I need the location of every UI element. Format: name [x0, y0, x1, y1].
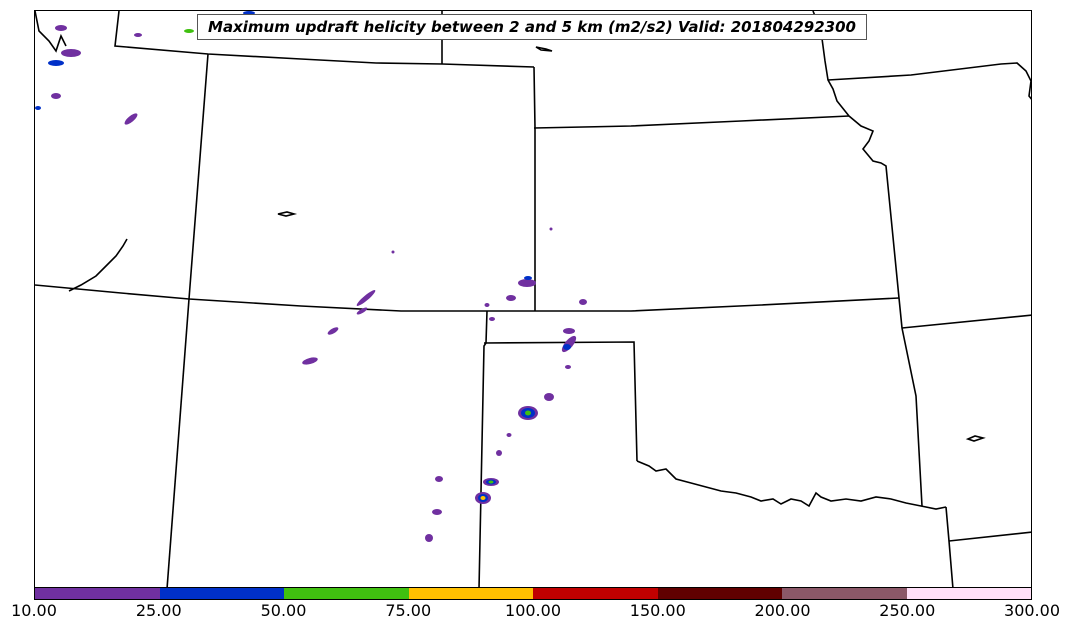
- uh-swath: [525, 410, 531, 416]
- border-ar-north: [901, 314, 1031, 329]
- uh-swath: [327, 327, 339, 335]
- colorbar: [34, 587, 1032, 600]
- uh-swath: [55, 25, 67, 31]
- colorbar-tick-label: 250.00: [879, 601, 936, 620]
- uh-swath: [549, 227, 553, 231]
- uh-swath: [61, 49, 81, 57]
- colorbar-segment: [159, 588, 284, 599]
- colorbar-tick-label: 50.00: [260, 601, 307, 620]
- map-canvas: [35, 11, 1031, 587]
- border-la-tx: [948, 531, 1031, 542]
- colorbar-segment: [906, 588, 1031, 599]
- uh-swath: [124, 113, 138, 125]
- uh-swath: [579, 299, 587, 305]
- colorbar-tick-label: 75.00: [385, 601, 432, 620]
- uh-swath: [184, 29, 194, 33]
- border-red-river: [636, 460, 947, 510]
- uh-swath: [488, 480, 494, 484]
- lake-ok-east: [965, 435, 986, 442]
- updraft-helicity-swaths: [35, 11, 587, 542]
- colorbar-segment: [657, 588, 782, 599]
- lake-ks: [535, 46, 553, 52]
- border-ks-south: [535, 297, 900, 312]
- uh-swath: [524, 276, 532, 280]
- border-wy-west: [188, 53, 209, 300]
- colorbar-segment: [284, 588, 409, 599]
- colorbar-tick-label: 200.00: [754, 601, 811, 620]
- colorbar-tick-label: 300.00: [1004, 601, 1060, 620]
- lake-nw: [277, 211, 298, 217]
- colorbar-labels: 10.00 25.00 50.00 75.00 100.00 150.00 200.00 25…: [0, 601, 1070, 625]
- uh-swath: [484, 303, 490, 307]
- uh-swath: [496, 450, 502, 456]
- great-salt-lake: [68, 238, 128, 292]
- uh-swath: [561, 335, 577, 353]
- colorbar-segment: [408, 588, 533, 599]
- colorbar-tick-label: 10.00: [11, 601, 57, 620]
- colorbar-tick-label: 25.00: [135, 601, 182, 620]
- colorbar-segment: [533, 588, 658, 599]
- colorbar-tick-label: 150.00: [629, 601, 686, 620]
- uh-swath: [435, 476, 443, 482]
- border-mo-north: [827, 62, 1031, 100]
- uh-swath: [489, 317, 495, 321]
- uh-swath: [565, 365, 571, 369]
- uh-swath: [425, 534, 433, 542]
- border-id-nv: [35, 11, 67, 53]
- border-tx-east: [945, 506, 954, 587]
- uh-swath: [432, 509, 442, 515]
- uh-swath: [35, 106, 41, 110]
- uh-swath: [134, 33, 142, 37]
- uh-swath: [506, 295, 516, 301]
- border-co-south: [35, 284, 535, 312]
- border-ok-pan: [483, 341, 638, 462]
- map-title: Maximum updraft helicity between 2 and 5…: [197, 14, 867, 40]
- uh-swath: [544, 393, 554, 401]
- map-panel: [34, 10, 1032, 588]
- colorbar-segment: [35, 588, 160, 599]
- colorbar-tick-label: 100.00: [505, 601, 561, 620]
- border-ut-az: [166, 298, 190, 587]
- uh-swath: [506, 433, 512, 437]
- uh-swath: [480, 496, 486, 500]
- uh-swath: [563, 344, 571, 350]
- uh-swath: [518, 279, 536, 287]
- uh-swath: [356, 290, 376, 306]
- uh-swath: [302, 357, 318, 365]
- border-mo-ks: [848, 115, 923, 507]
- state-borders: [35, 11, 1031, 587]
- border-wy-east: [533, 66, 536, 311]
- uh-swath: [391, 250, 395, 254]
- border-nm-west: [478, 310, 488, 587]
- uh-swath: [48, 60, 64, 66]
- uh-swath: [51, 93, 61, 99]
- colorbar-segment: [782, 588, 907, 599]
- border-ne-north: [533, 115, 850, 129]
- uh-swath: [563, 328, 575, 334]
- uh-swath: [356, 307, 368, 315]
